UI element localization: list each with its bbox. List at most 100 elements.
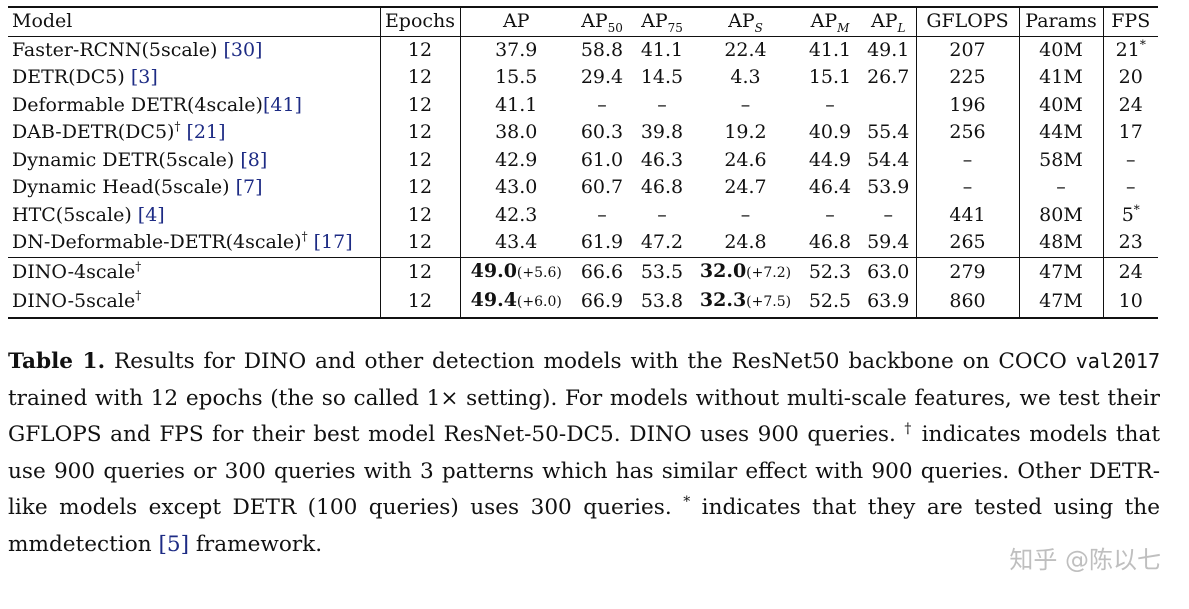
header-epochs: Epochs (380, 7, 461, 37)
params-cell: 40M (1019, 91, 1104, 119)
dagger-mark: † (904, 420, 914, 437)
epochs-cell: 12 (380, 119, 461, 147)
gflops-cell: 860 (916, 287, 1020, 318)
epochs-cell: 12 (380, 229, 461, 257)
ap-cell: 49.0(+5.6) (460, 256, 572, 287)
apm-cell: 44.9 (808, 148, 852, 171)
model-name: Faster-RCNN(5scale) [30] (8, 36, 381, 64)
ap50-cell: 61.0 (580, 148, 624, 171)
apm-cell: – (825, 203, 835, 226)
dino-row: DINO-5scale† 12 49.4(+6.0) 66.9 53.8 32.… (8, 287, 1158, 318)
epochs-cell: 12 (380, 287, 461, 318)
params-cell: 48M (1019, 229, 1104, 257)
apl-cell: 26.7 (861, 64, 917, 92)
ap-cell: 43.4 (495, 231, 538, 253)
dino-row: DINO-4scale† 12 49.0(+5.6) 66.6 53.5 32.… (8, 256, 1158, 287)
header-ap75: AP75 (632, 7, 692, 37)
caption-text: Results for DINO and other detection mod… (105, 349, 1076, 374)
gflops-cell: 256 (916, 119, 1020, 147)
header-apl: APL (861, 7, 917, 37)
ap-cell: 15.5 (495, 66, 538, 88)
caption-text: indicates models that use 900 queries or… (8, 422, 1161, 520)
fps-cell: 5* (1121, 202, 1140, 226)
apl-cell (861, 91, 917, 119)
aps-cell: 4.3 (730, 66, 761, 88)
params-cell: 41M (1019, 64, 1104, 92)
ap50-cell: 61.9 (580, 231, 624, 253)
epochs-cell: 12 (380, 64, 461, 92)
model-name: Dynamic Head(5scale) [7] (8, 174, 381, 202)
ap50-cell: 60.3 (580, 121, 624, 143)
table-row: Dynamic DETR(5scale) [8] 12 42.9 61.0 46… (8, 146, 1158, 174)
table-header-row: Model Epochs AP AP50 AP75 APS APM APL GF… (8, 7, 1158, 37)
header-gflops: GFLOPS (916, 7, 1020, 37)
citation-link[interactable]: [7] (235, 176, 263, 198)
fps-cell: – (1126, 148, 1136, 171)
aps-cell: – (740, 203, 751, 226)
caption-label: Table 1. (8, 349, 106, 374)
header-apm: APM (799, 7, 861, 37)
apl-cell: 63.0 (861, 256, 917, 287)
gflops-cell: – (916, 174, 1020, 202)
table-row: DAB-DETR(DC5)† [21] 12 38.0 60.3 39.8 19… (8, 119, 1158, 147)
model-name: DINO-5scale† (8, 287, 381, 318)
ap50-cell: – (597, 93, 607, 116)
ap-cell: 43.0 (495, 176, 538, 198)
apl-cell: 63.9 (861, 287, 917, 318)
fps-cell: 23 (1118, 231, 1143, 253)
params-cell: 80M (1019, 201, 1104, 229)
apl-cell: 53.9 (861, 174, 917, 202)
table-row: DN-Deformable-DETR(4scale)† [17] 12 43.4… (8, 229, 1158, 257)
ap75-cell: 53.5 (632, 256, 692, 287)
fps-cell: 24 (1118, 93, 1143, 116)
fps-cell: 21* (1115, 37, 1146, 61)
citation-link[interactable]: [3] (130, 66, 158, 88)
apm-cell: 15.1 (808, 66, 852, 88)
apl-cell: 49.1 (861, 36, 917, 64)
apl-cell: – (861, 201, 917, 229)
ap75-cell: – (657, 203, 667, 226)
apm-cell: 40.9 (808, 121, 852, 143)
apl-cell: 55.4 (861, 119, 917, 147)
citation-link[interactable]: [21] (180, 121, 226, 143)
gflops-cell: 207 (916, 36, 1020, 64)
citation-link[interactable]: [5] (158, 531, 190, 557)
watermark: 知乎 @陈以七 (1009, 546, 1161, 574)
ap-cell: 42.3 (495, 203, 538, 226)
citation-link[interactable]: [4] (137, 203, 165, 226)
epochs-cell: 12 (380, 91, 461, 119)
ap75-cell: 46.8 (640, 176, 684, 198)
citation-link[interactable]: [41] (262, 93, 302, 116)
table-row: Dynamic Head(5scale) [7] 12 43.0 60.7 46… (8, 174, 1158, 202)
params-cell: 58M (1019, 146, 1104, 174)
caption-code: val2017 (1075, 349, 1160, 373)
header-fps: FPS (1103, 7, 1158, 37)
ap-cell: 38.0 (495, 121, 538, 143)
apl-cell: 54.4 (861, 146, 917, 174)
ap75-cell: 53.8 (640, 290, 684, 312)
citation-link[interactable]: [30] (223, 38, 263, 61)
aps-cell: 32.3(+7.5) (699, 289, 792, 311)
header-aps: APS (692, 7, 799, 37)
fps-cell: 24 (1103, 256, 1158, 287)
epochs-cell: 12 (380, 256, 461, 287)
header-ap: AP (460, 7, 572, 37)
model-name: DAB-DETR(DC5)† [21] (8, 119, 381, 147)
table-row: DETR(DC5) [3] 12 15.5 29.4 14.5 4.3 15.1… (8, 64, 1158, 92)
fps-cell: 17 (1118, 121, 1143, 143)
epochs-cell: 12 (380, 174, 461, 202)
aps-cell: – (740, 93, 751, 116)
citation-link[interactable]: [8] (240, 148, 268, 171)
citation-link[interactable]: [17] (307, 231, 353, 253)
apm-cell: 52.3 (799, 256, 861, 287)
model-name: HTC(5scale) [4] (8, 201, 381, 229)
results-table-container: Model Epochs AP AP50 AP75 APS APM APL GF… (8, 6, 1158, 319)
aps-cell: 24.8 (724, 231, 767, 253)
model-name: Deformable DETR(4scale)[41] (8, 91, 381, 119)
aps-cell: 32.0(+7.2) (692, 256, 799, 287)
ap75-cell: – (657, 93, 667, 116)
apm-cell: 46.4 (808, 176, 852, 198)
ap-cell: 37.9 (495, 38, 538, 61)
ap50-cell: 29.4 (580, 66, 624, 88)
fps-cell: – (1126, 176, 1136, 198)
